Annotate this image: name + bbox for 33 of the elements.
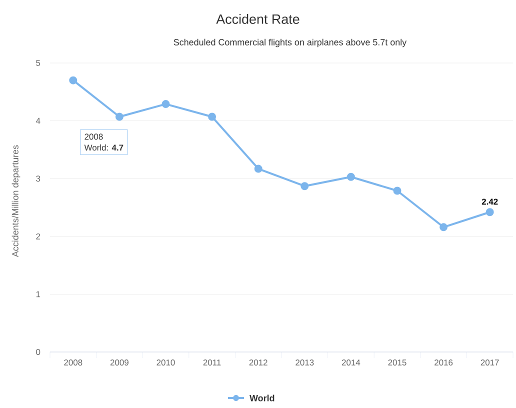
y-tick-label: 5 bbox=[36, 60, 40, 66]
point bbox=[300, 182, 309, 190]
point bbox=[393, 186, 402, 195]
point bbox=[208, 112, 216, 121]
y-tick-label: 4 bbox=[36, 118, 40, 124]
x-tick-label: 2008 bbox=[64, 360, 82, 366]
x-tick-label: 2014 bbox=[342, 360, 360, 366]
point bbox=[162, 100, 170, 108]
point bbox=[486, 208, 494, 216]
y-tick-label: 3 bbox=[36, 176, 40, 182]
point bbox=[115, 112, 124, 121]
x-tick-label: 2011 bbox=[203, 360, 221, 366]
x-tick-label: 2017 bbox=[480, 360, 499, 366]
y-axis-title: Accidents/Million departures bbox=[12, 145, 20, 258]
chart-title: Accident Rate bbox=[216, 14, 300, 24]
y-tick-label: 2 bbox=[36, 233, 40, 240]
x-tick-label: 2012 bbox=[249, 360, 268, 366]
point bbox=[69, 76, 78, 84]
x-tick-label: 2009 bbox=[110, 360, 128, 366]
x-tick-label: 2015 bbox=[388, 360, 406, 366]
x-tick-label: 2016 bbox=[434, 360, 453, 366]
chart-subtitle: Scheduled Commercial flights on airplanes above 5.7t only bbox=[174, 38, 407, 48]
point bbox=[440, 223, 448, 232]
x-tick-label: 2013 bbox=[296, 360, 314, 366]
annotation: World: 4.7 bbox=[84, 144, 124, 151]
point bbox=[254, 164, 262, 173]
y-tick-label: 1 bbox=[36, 291, 40, 298]
x-tick-label: 2010 bbox=[156, 360, 175, 366]
data-label: 2.42 bbox=[482, 198, 498, 205]
legend-label: World bbox=[250, 394, 274, 402]
point bbox=[346, 172, 355, 181]
y-tick-label: 0 bbox=[36, 349, 40, 355]
annotation: 2008 bbox=[84, 134, 103, 140]
